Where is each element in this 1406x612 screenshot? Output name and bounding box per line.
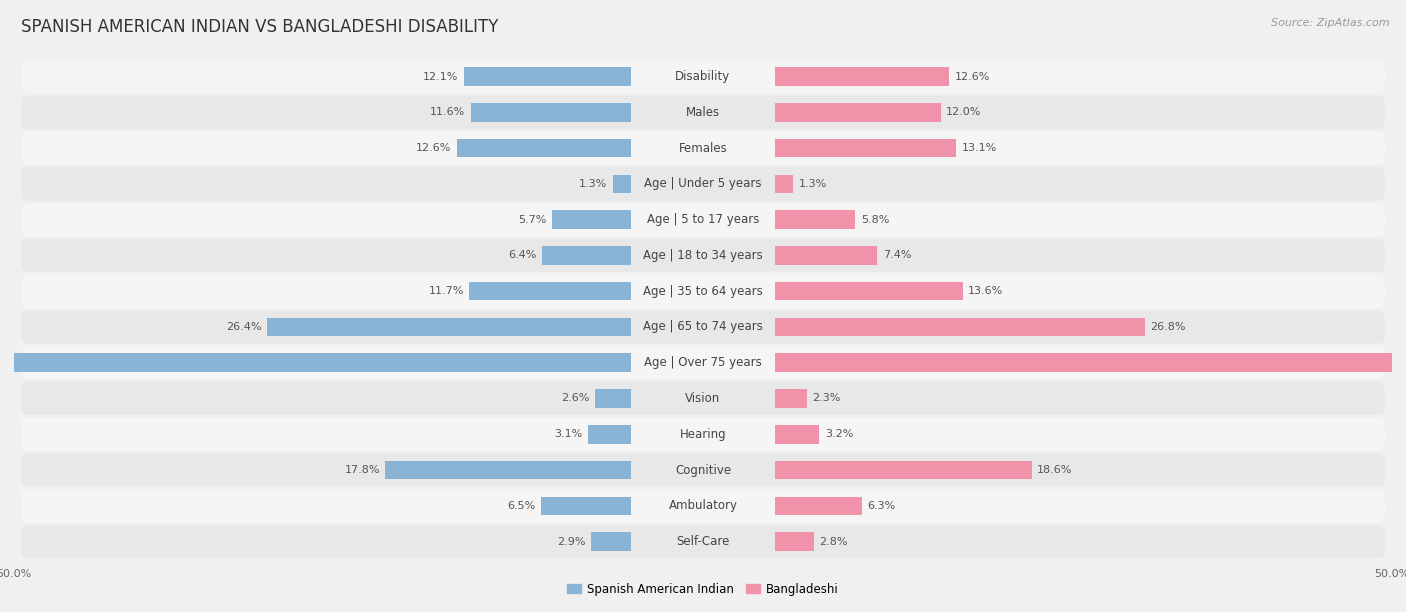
Bar [541,496,631,515]
Text: Cognitive: Cognitive [675,463,731,477]
Text: Disability: Disability [675,70,731,83]
FancyBboxPatch shape [21,310,1385,343]
Bar [775,139,956,157]
Text: Ambulatory: Ambulatory [668,499,738,512]
FancyBboxPatch shape [21,275,1385,308]
Bar [0,353,631,372]
Bar [775,103,941,122]
Text: 12.6%: 12.6% [955,72,990,81]
FancyBboxPatch shape [21,418,1385,450]
Text: Self-Care: Self-Care [676,535,730,548]
Bar [543,246,631,265]
Bar [591,532,631,551]
Text: 3.1%: 3.1% [554,429,582,439]
Text: Source: ZipAtlas.com: Source: ZipAtlas.com [1271,18,1389,28]
Bar [775,353,1406,372]
FancyBboxPatch shape [21,132,1385,165]
Text: 12.6%: 12.6% [416,143,451,153]
Bar [775,282,963,300]
Text: 1.3%: 1.3% [579,179,607,189]
Bar [775,174,793,193]
Text: Hearing: Hearing [679,428,727,441]
FancyBboxPatch shape [21,203,1385,236]
FancyBboxPatch shape [21,382,1385,415]
Text: 13.1%: 13.1% [962,143,997,153]
Text: 12.0%: 12.0% [946,107,981,118]
Bar [613,174,631,193]
Text: 18.6%: 18.6% [1038,465,1073,475]
Text: 6.5%: 6.5% [508,501,536,511]
Bar [775,318,1144,336]
Text: 6.4%: 6.4% [509,250,537,260]
Bar [775,246,877,265]
Bar [775,461,1032,479]
FancyBboxPatch shape [21,60,1385,93]
FancyBboxPatch shape [21,525,1385,558]
Text: 26.8%: 26.8% [1150,322,1185,332]
Text: 5.7%: 5.7% [519,215,547,225]
Text: 13.6%: 13.6% [969,286,1004,296]
Text: 11.7%: 11.7% [429,286,464,296]
Text: 2.8%: 2.8% [820,537,848,547]
Bar [775,532,814,551]
Text: Males: Males [686,106,720,119]
Text: Age | 5 to 17 years: Age | 5 to 17 years [647,213,759,226]
Bar [385,461,631,479]
FancyBboxPatch shape [21,490,1385,522]
Text: 2.9%: 2.9% [557,537,585,547]
Bar [470,282,631,300]
Text: 5.8%: 5.8% [860,215,889,225]
Bar [775,211,855,229]
Bar [588,425,631,444]
Bar [775,496,862,515]
Bar [775,67,949,86]
Bar [267,318,631,336]
FancyBboxPatch shape [21,96,1385,129]
Text: 17.8%: 17.8% [344,465,380,475]
Bar [775,425,820,444]
Text: 2.6%: 2.6% [561,394,589,403]
Text: 7.4%: 7.4% [883,250,911,260]
Text: Age | 35 to 64 years: Age | 35 to 64 years [643,285,763,297]
Text: 2.3%: 2.3% [813,394,841,403]
FancyBboxPatch shape [21,346,1385,379]
Bar [471,103,631,122]
Legend: Spanish American Indian, Bangladeshi: Spanish American Indian, Bangladeshi [562,578,844,600]
Text: 3.2%: 3.2% [825,429,853,439]
Bar [595,389,631,408]
FancyBboxPatch shape [21,453,1385,487]
Text: Age | 18 to 34 years: Age | 18 to 34 years [643,249,763,262]
Text: SPANISH AMERICAN INDIAN VS BANGLADESHI DISABILITY: SPANISH AMERICAN INDIAN VS BANGLADESHI D… [21,18,499,36]
FancyBboxPatch shape [21,239,1385,272]
Text: Age | 65 to 74 years: Age | 65 to 74 years [643,321,763,334]
Text: Females: Females [679,141,727,155]
Bar [464,67,631,86]
Bar [775,389,807,408]
Text: 1.3%: 1.3% [799,179,827,189]
Bar [457,139,631,157]
FancyBboxPatch shape [21,168,1385,200]
Text: Age | Over 75 years: Age | Over 75 years [644,356,762,369]
Text: Age | Under 5 years: Age | Under 5 years [644,177,762,190]
Text: 12.1%: 12.1% [423,72,458,81]
Text: 11.6%: 11.6% [430,107,465,118]
Text: 6.3%: 6.3% [868,501,896,511]
Text: 26.4%: 26.4% [226,322,262,332]
Text: Vision: Vision [685,392,721,405]
Bar [553,211,631,229]
